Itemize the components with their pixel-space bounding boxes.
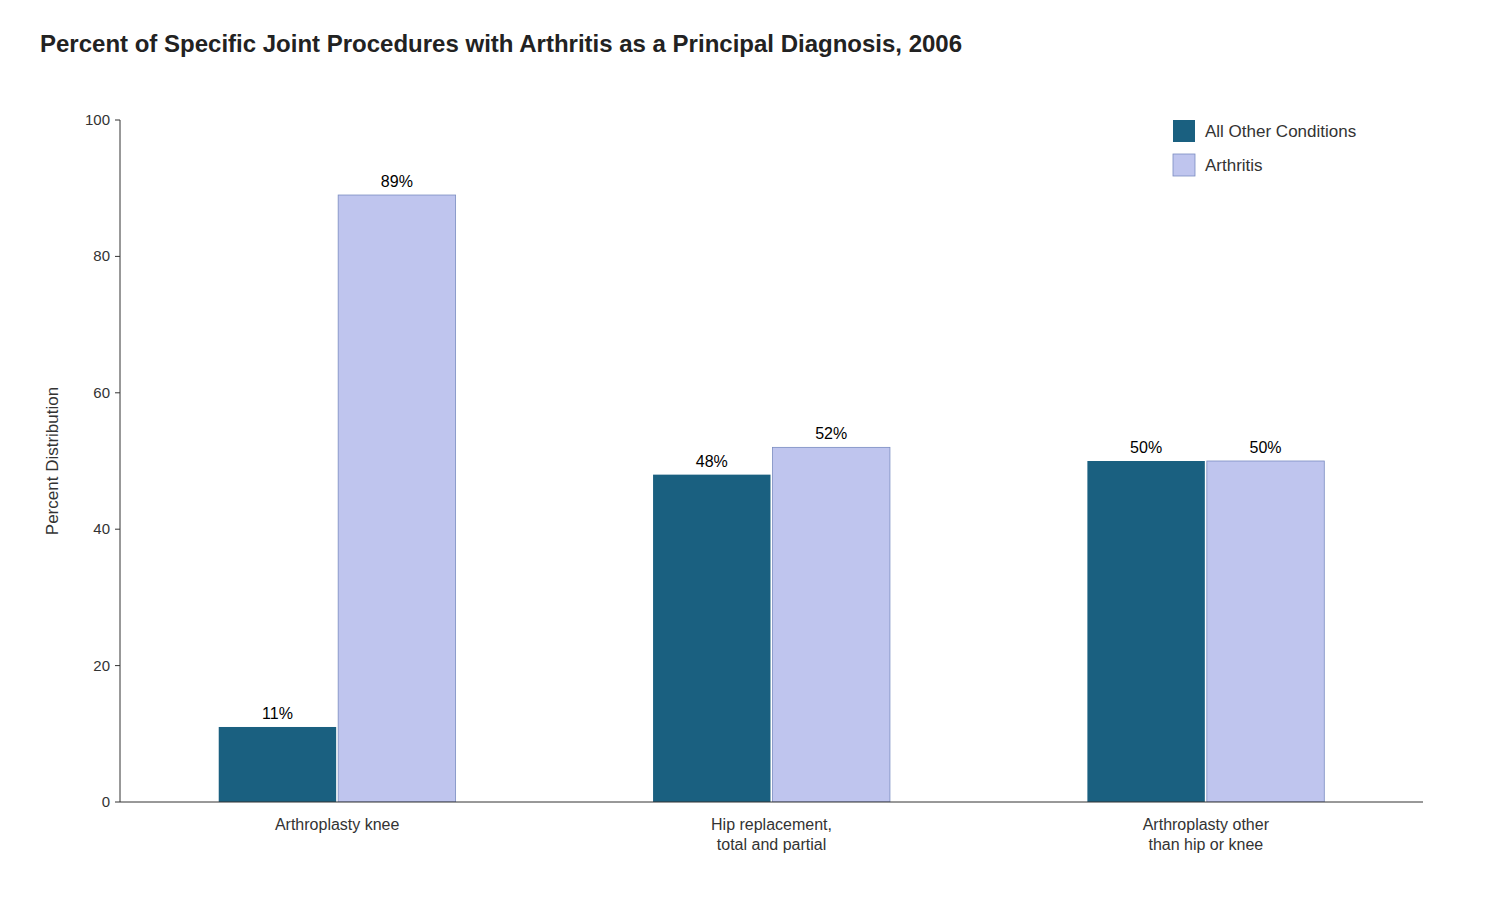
- bar: [1087, 461, 1204, 802]
- data-label: 48%: [696, 453, 728, 470]
- chart-container: Percent of Specific Joint Procedures wit…: [0, 0, 1493, 922]
- bars: [219, 195, 1325, 802]
- y-tick: [115, 802, 120, 803]
- data-label: 50%: [1250, 439, 1282, 456]
- legend-label: All Other Conditions: [1205, 122, 1356, 141]
- bar: [1207, 461, 1324, 802]
- x-tick-label: Hip replacement,total and partial: [711, 816, 832, 853]
- y-axis-line: [120, 120, 121, 802]
- background: [0, 0, 1493, 922]
- y-tick-label: 0: [102, 793, 110, 810]
- x-tick-label: Arthroplasty knee: [275, 816, 400, 833]
- chart-svg: Percent of Specific Joint Procedures wit…: [0, 0, 1493, 922]
- y-tick: [115, 392, 120, 393]
- x-tick-label: Arthroplasty otherthan hip or knee: [1143, 816, 1270, 853]
- bar: [219, 727, 336, 802]
- bar: [773, 447, 890, 802]
- y-tick: [115, 665, 120, 666]
- y-tick-label: 40: [93, 520, 110, 537]
- y-tick: [115, 529, 120, 530]
- y-tick-label: 80: [93, 247, 110, 264]
- data-label: 52%: [815, 425, 847, 442]
- bar: [338, 195, 455, 802]
- data-labels: 11% 48% 50% 89% 52% 50%: [262, 173, 1282, 722]
- data-label: 89%: [381, 173, 413, 190]
- data-label: 50%: [1130, 439, 1162, 456]
- y-tick-label: 60: [93, 384, 110, 401]
- y-tick-label: 100: [85, 111, 110, 128]
- chart-title: Percent of Specific Joint Procedures wit…: [40, 30, 962, 57]
- y-tick: [115, 256, 120, 257]
- x-axis-line: [120, 802, 1423, 803]
- legend: All Other Conditions Arthritis: [1173, 120, 1356, 176]
- data-label: 11%: [262, 705, 293, 722]
- y-axis-label: Percent Distribution: [43, 387, 62, 535]
- legend-swatch: [1173, 154, 1195, 176]
- y-tick: [115, 120, 120, 121]
- legend-swatch: [1173, 120, 1195, 142]
- legend-label: Arthritis: [1205, 156, 1263, 175]
- y-tick-label: 20: [93, 657, 110, 674]
- bar: [653, 475, 770, 802]
